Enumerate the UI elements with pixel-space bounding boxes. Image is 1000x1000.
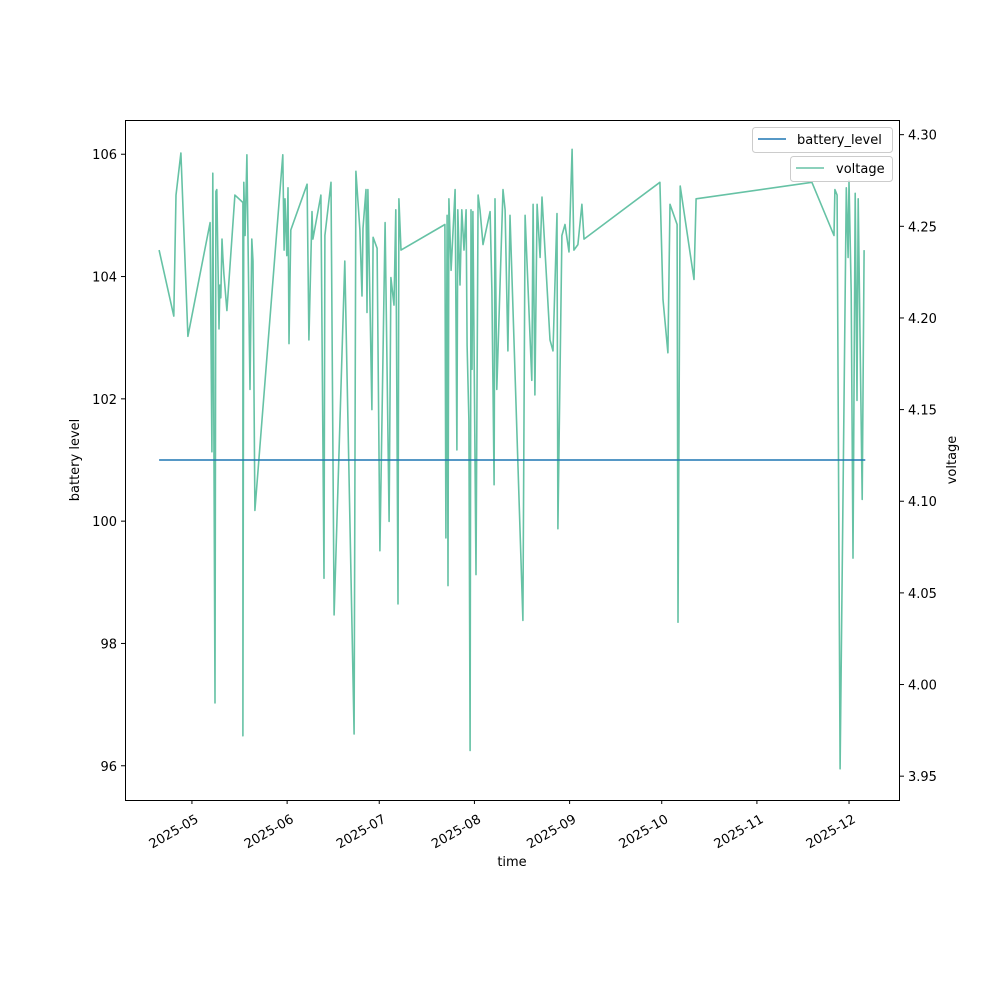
y-right-tick-label: 4.05 bbox=[908, 587, 937, 602]
y-axis-right: 3.95 4.00 4.05 4.10 4.15 4.20 4.25 4.30 bbox=[900, 129, 937, 785]
legend-battery-label: battery_level bbox=[797, 133, 882, 148]
y-tick-label: 104 bbox=[92, 271, 117, 286]
legend-voltage: voltage bbox=[790, 156, 893, 182]
y-right-tick-label: 3.95 bbox=[908, 770, 937, 785]
x-axis-label: time bbox=[497, 855, 526, 870]
y-axis-label: battery level bbox=[68, 419, 83, 502]
y-right-tick-label: 4.15 bbox=[908, 404, 937, 419]
y-right-tick-label: 4.00 bbox=[908, 679, 937, 694]
series-line-voltage bbox=[158, 148, 865, 770]
y-right-tick-label: 4.25 bbox=[908, 220, 937, 235]
y-right-tick-label: 4.30 bbox=[908, 129, 937, 144]
y-axis-left: 96 98 100 102 104 106 bbox=[92, 148, 125, 775]
y-tick-label: 100 bbox=[92, 515, 117, 530]
legend-battery: battery_level bbox=[752, 127, 893, 153]
y-tick-label: 106 bbox=[92, 148, 117, 163]
y-axis-right-label: voltage bbox=[945, 436, 960, 485]
y-right-tick-label: 4.10 bbox=[908, 495, 937, 510]
y-tick-label: 96 bbox=[100, 760, 117, 775]
y-tick-label: 98 bbox=[100, 637, 117, 652]
series-layer bbox=[158, 148, 866, 770]
plot-frame bbox=[125, 120, 900, 801]
y-tick-label: 102 bbox=[92, 393, 117, 408]
y-right-tick-label: 4.20 bbox=[908, 312, 937, 327]
legend-voltage-label: voltage bbox=[836, 162, 885, 177]
